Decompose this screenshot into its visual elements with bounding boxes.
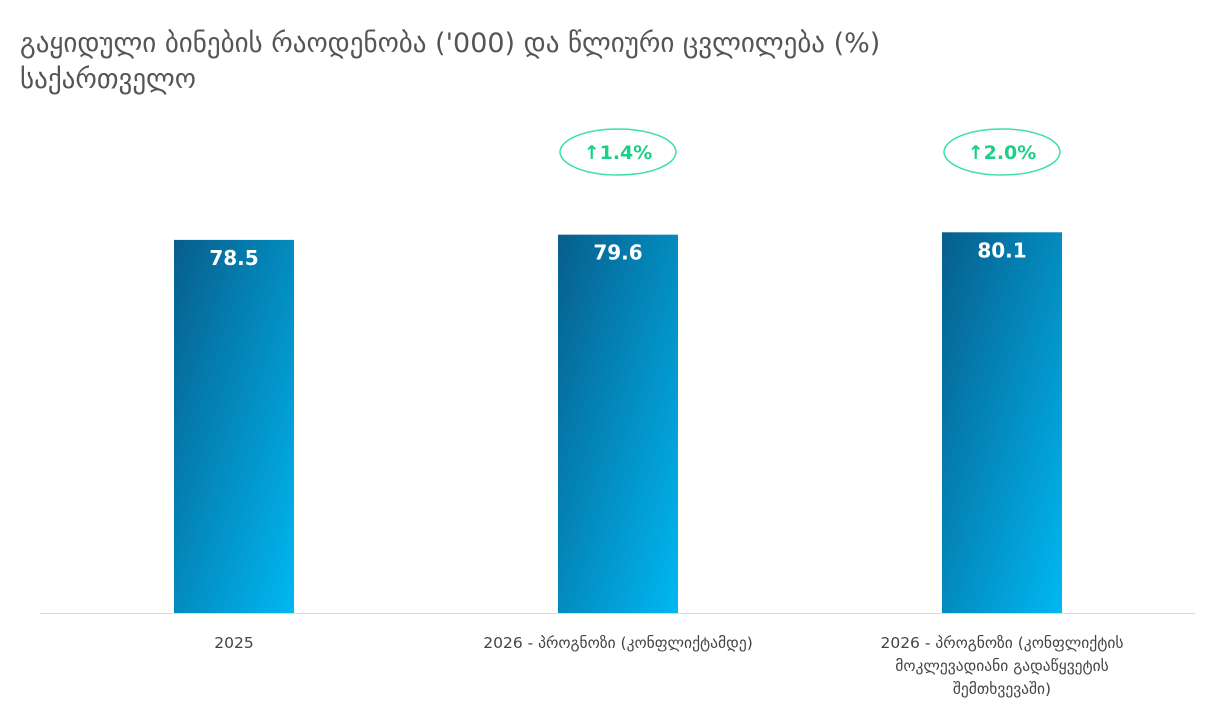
x-tick-label: 2026 - პროგნოზი (კონფლიქტის მოკლევადიანი…	[880, 634, 1124, 698]
change-label: ↑1.4%	[584, 142, 653, 164]
subtitle: საქართველო	[20, 64, 197, 95]
bar	[942, 232, 1062, 613]
data-label: 79.6	[593, 241, 642, 265]
bar	[558, 234, 678, 613]
change-badge	[559, 128, 677, 176]
x-tick-label: 2025	[214, 634, 254, 652]
title-line: გაყიდული ბინების რაოდენობა ('000) და წლი…	[20, 28, 881, 59]
data-label: 80.1	[977, 238, 1026, 262]
x-tick-label: 2026 - პროგნოზი (კონფლიქტამდე)	[483, 634, 753, 652]
change-label: ↑2.0%	[968, 142, 1037, 164]
bar	[174, 239, 294, 614]
change-badge	[943, 128, 1061, 176]
chart-title: გაყიდული ბინების რაოდენობა ('000) და წლი…	[20, 26, 880, 98]
data-label: 78.5	[209, 246, 258, 270]
